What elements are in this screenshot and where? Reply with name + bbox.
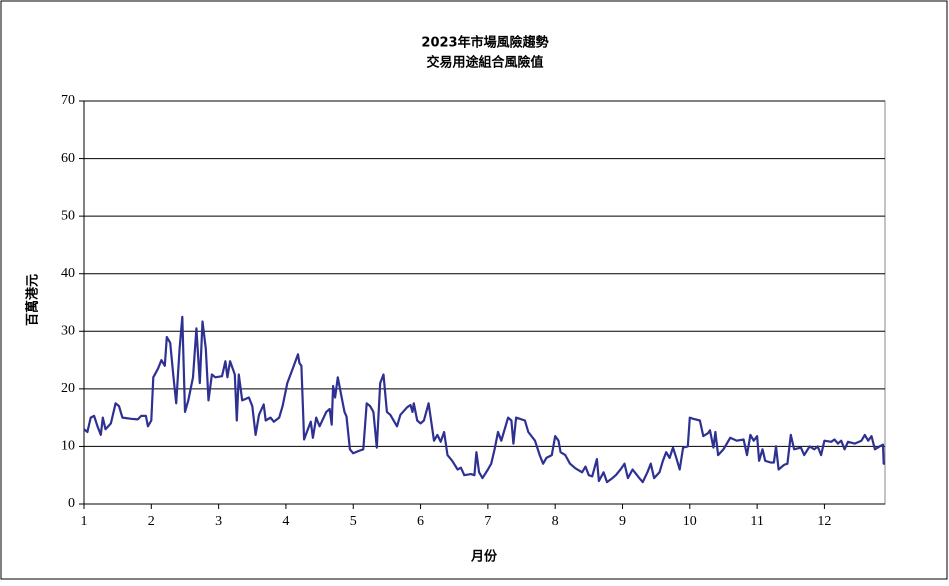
x-tick-label: 5 [350, 514, 357, 529]
chart-title: 2023年市場風險趨勢 [421, 35, 548, 51]
x-tick-label: 7 [484, 514, 491, 529]
y-tick-label: 0 [68, 496, 75, 511]
x-tick-label: 12 [817, 514, 831, 529]
x-axis-label: 月份 [470, 549, 498, 565]
x-tick-label: 2 [148, 514, 155, 529]
y-axis-label: 百萬港元 [25, 274, 41, 326]
x-tick-label: 11 [750, 514, 763, 529]
x-tick-label: 8 [552, 514, 559, 529]
y-tick-label: 30 [61, 324, 75, 339]
x-tick-label: 9 [619, 514, 626, 529]
y-tick-label: 10 [61, 439, 75, 454]
x-tick-label: 10 [683, 514, 697, 529]
x-tick-label: 6 [417, 514, 424, 529]
x-tick-label: 3 [215, 514, 222, 529]
y-tick-label: 70 [61, 93, 75, 108]
data-line [83, 315, 885, 484]
chart-subtitle: 交易用途組合風險值 [426, 55, 543, 71]
y-tick-label: 60 [61, 151, 75, 166]
y-tick-label: 40 [61, 266, 75, 281]
y-tick-label: 50 [61, 208, 75, 223]
y-tick-label: 20 [61, 381, 75, 396]
x-tick-label: 4 [282, 514, 289, 529]
x-tick-label: 1 [81, 514, 88, 529]
